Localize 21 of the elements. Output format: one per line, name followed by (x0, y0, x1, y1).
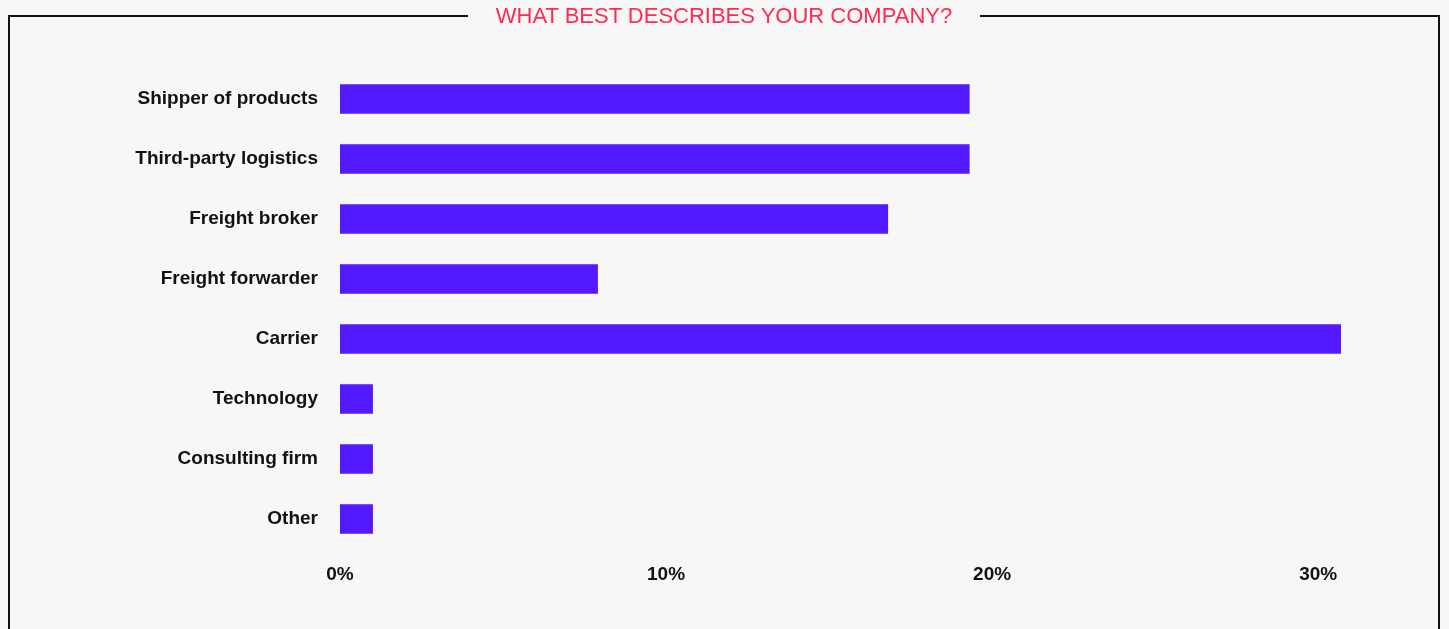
bar (340, 264, 598, 294)
y-tick-label: Freight forwarder (160, 267, 319, 289)
chart-title: WHAT BEST DESCRIBES YOUR COMPANY? (494, 3, 954, 29)
x-tick-label: 20% (973, 562, 1012, 584)
bar (340, 144, 970, 174)
y-tick-label: Freight broker (189, 207, 319, 229)
bar (340, 324, 1341, 354)
y-tick-label: Third-party logistics (135, 147, 318, 169)
y-tick-label: Other (267, 507, 319, 529)
y-tick-label: Consulting firm (177, 447, 318, 469)
bar (340, 84, 970, 114)
bar (340, 444, 373, 474)
y-tick-label: Technology (212, 387, 319, 409)
y-tick-label: Shipper of products (137, 87, 318, 109)
bar (340, 504, 373, 534)
x-tick-label: 10% (647, 562, 686, 584)
bar (340, 204, 889, 234)
x-tick-label: 30% (1299, 562, 1338, 584)
x-tick-label: 0% (326, 562, 354, 584)
y-tick-label: Carrier (255, 327, 319, 349)
bar (340, 384, 373, 414)
